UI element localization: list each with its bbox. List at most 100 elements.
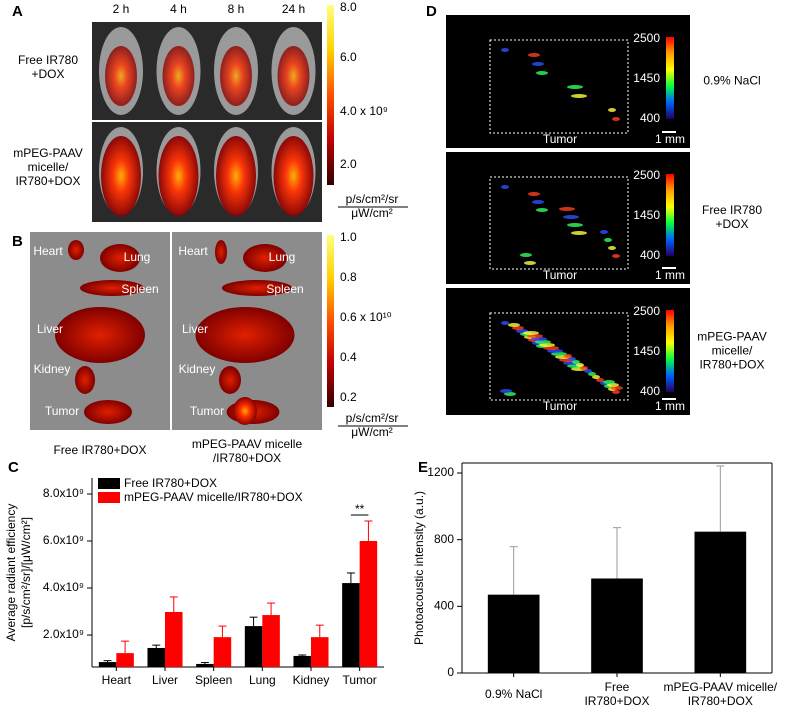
label: Lung xyxy=(249,673,276,687)
label: mPEG-PAAV micelle/IR780+DOX xyxy=(192,437,303,465)
vessel xyxy=(536,208,548,212)
label: Free IR780+DOX xyxy=(702,203,762,231)
label: 1 mm xyxy=(655,268,685,282)
legend-swatch xyxy=(98,492,120,503)
label: Lung xyxy=(269,250,296,264)
bar xyxy=(359,541,378,667)
label: Tumor xyxy=(343,673,377,687)
label: mPEG-PAAV micelle/IR780+DOX xyxy=(697,330,767,372)
label: Tumor xyxy=(543,132,577,146)
label: Free IR780+DOX xyxy=(124,476,217,490)
organ xyxy=(55,307,145,363)
signal xyxy=(220,46,252,106)
vessel xyxy=(592,375,600,379)
bar xyxy=(213,637,232,667)
vessel xyxy=(524,261,536,265)
label: Tumor xyxy=(543,399,577,413)
vessel xyxy=(607,383,619,387)
label: mPEG-PAAV micelle/IR780+DOX xyxy=(664,680,778,708)
vessel xyxy=(603,380,615,384)
label: Heart xyxy=(178,244,208,258)
label: 1450 xyxy=(633,71,660,85)
organ xyxy=(75,366,95,394)
organ xyxy=(233,397,257,425)
signal xyxy=(216,136,256,216)
vessel xyxy=(572,360,580,364)
vessel xyxy=(608,246,616,250)
vessel xyxy=(501,185,509,189)
vessel xyxy=(501,321,509,325)
legend-swatch xyxy=(98,478,120,489)
label: Lung xyxy=(124,250,151,264)
signal xyxy=(273,136,314,216)
label: 4 h xyxy=(170,2,187,16)
vessel xyxy=(608,108,616,112)
label: 0.8 xyxy=(340,270,357,284)
label: 24 h xyxy=(282,2,305,16)
label: 6.0 xyxy=(340,50,357,64)
bar xyxy=(293,655,311,667)
organ xyxy=(219,366,241,394)
label: 400 xyxy=(640,384,660,398)
bar xyxy=(196,663,214,667)
label: Tumor xyxy=(190,404,224,418)
label: Heart xyxy=(102,673,132,687)
image-bg xyxy=(446,15,690,148)
label: 400 xyxy=(640,248,660,262)
roi xyxy=(489,176,629,270)
label: 2.0x10⁹ xyxy=(43,627,84,641)
label: 800 xyxy=(434,532,454,546)
label: 400 xyxy=(434,599,454,613)
vessel xyxy=(508,323,520,327)
signal xyxy=(101,136,141,216)
label: 8.0x10⁹ xyxy=(43,486,84,500)
vessel xyxy=(512,326,524,330)
roi xyxy=(489,39,629,134)
colorbar xyxy=(666,174,674,256)
vessel xyxy=(504,392,516,396)
organ xyxy=(243,244,287,272)
vessel xyxy=(567,223,583,227)
signal xyxy=(105,46,137,106)
label: 8.0 xyxy=(340,0,357,14)
bar xyxy=(591,578,643,673)
label: 4.0 x 10⁹ xyxy=(340,104,388,118)
bar xyxy=(244,626,263,667)
organ xyxy=(68,240,84,260)
label: Tumor xyxy=(45,404,79,418)
bar xyxy=(165,611,183,667)
signal xyxy=(162,46,195,106)
label: Photoacoustic intensity (a.u.) xyxy=(412,491,426,645)
label: A xyxy=(12,3,23,20)
label: ** xyxy=(355,502,365,516)
vessel xyxy=(528,53,540,57)
vessel xyxy=(571,94,587,98)
vessel xyxy=(612,254,620,258)
vessel xyxy=(532,62,544,66)
label: Average radiant efficiency xyxy=(4,504,18,642)
label: 2500 xyxy=(633,168,660,182)
vessel xyxy=(532,200,544,204)
label: C xyxy=(8,459,19,476)
vessel xyxy=(611,386,623,390)
vessel xyxy=(564,354,572,358)
bar xyxy=(147,647,165,667)
signal xyxy=(277,46,310,106)
vessel xyxy=(500,389,512,393)
label: 2500 xyxy=(633,304,660,318)
label: 1200 xyxy=(427,465,454,479)
label: 2.0 xyxy=(340,157,357,171)
label: Kidney xyxy=(179,362,216,376)
bar xyxy=(262,615,280,667)
vessel xyxy=(580,366,588,370)
vessel xyxy=(612,390,620,394)
label: 0.9% NaCl xyxy=(485,687,542,701)
bar xyxy=(98,662,117,667)
organ xyxy=(84,400,132,424)
bar xyxy=(311,637,329,667)
organ xyxy=(100,244,140,272)
label: Free IR780+DOX xyxy=(18,53,78,81)
label: Heart xyxy=(33,244,63,258)
organ xyxy=(221,280,293,296)
label: μW/cm² xyxy=(351,206,393,220)
